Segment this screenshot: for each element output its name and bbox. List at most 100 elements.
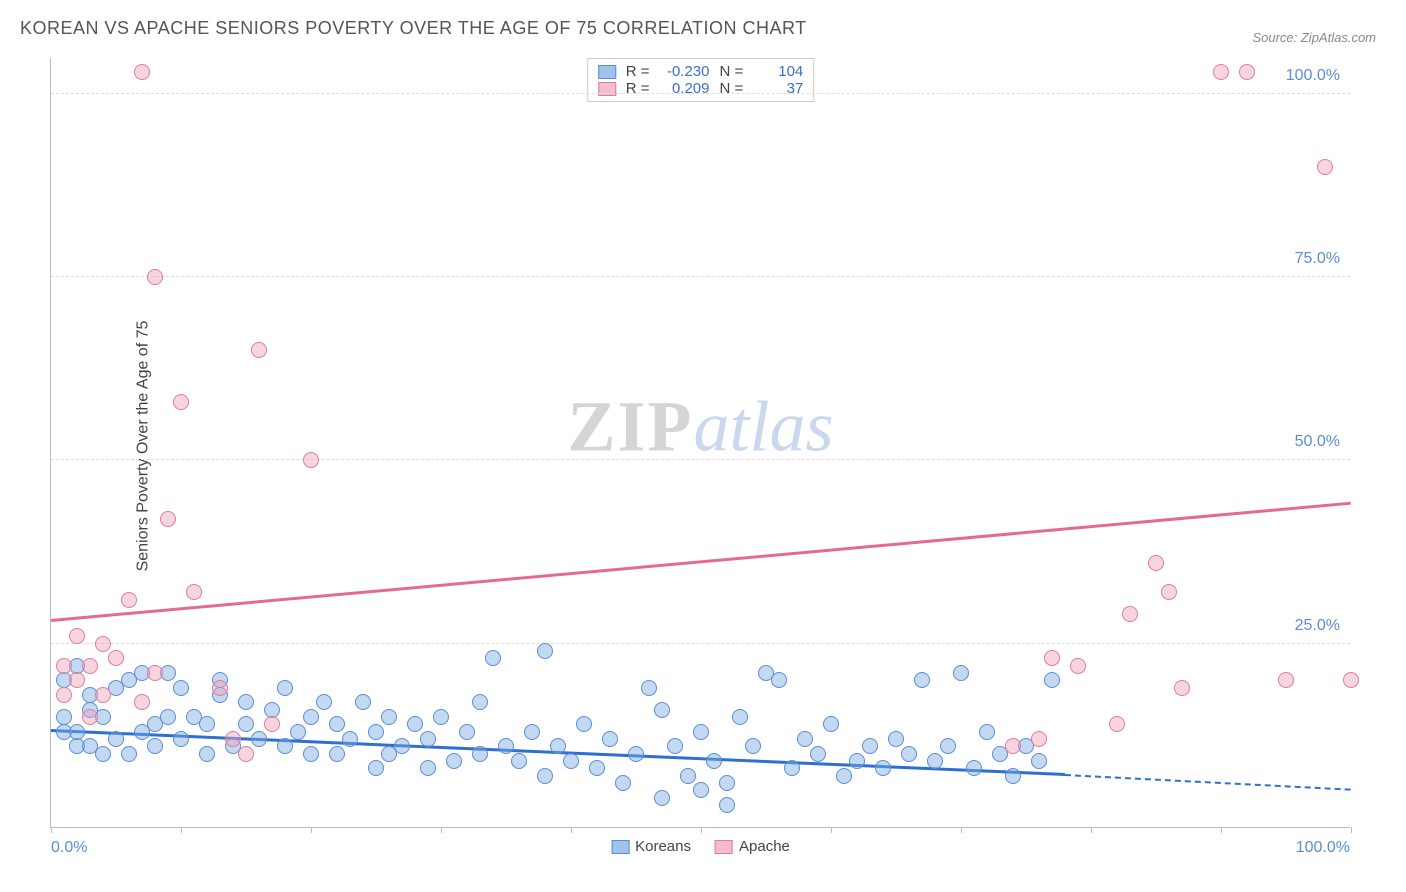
chart-title: KOREAN VS APACHE SENIORS POVERTY OVER TH… [20,18,807,39]
data-point [875,760,891,776]
data-point [654,702,670,718]
data-point [693,724,709,740]
data-point [901,746,917,762]
scatter-plot-area: ZIPatlas R = -0.230 N = 104 R = 0.209 N … [50,58,1350,828]
y-axis-tick-label: 100.0% [1286,67,1340,85]
data-point [1278,672,1294,688]
data-point [563,753,579,769]
data-point [316,694,332,710]
data-point [303,709,319,725]
data-point [147,269,163,285]
data-point [394,738,410,754]
stat-n-value-apache: 37 [753,80,803,97]
gridline-h [51,93,1350,94]
data-point [56,687,72,703]
stat-n-label: N = [720,80,744,97]
data-point [693,782,709,798]
data-point [420,731,436,747]
data-point [953,665,969,681]
data-point [862,738,878,754]
data-point [1174,680,1190,696]
data-point [1148,555,1164,571]
data-point [134,694,150,710]
x-axis-tick [1091,827,1092,833]
data-point [602,731,618,747]
correlation-stats-box: R = -0.230 N = 104 R = 0.209 N = 37 [587,58,815,102]
data-point [1044,650,1060,666]
data-point [1213,64,1229,80]
data-point [56,658,72,674]
watermark-zip: ZIP [567,387,693,467]
data-point [576,716,592,732]
x-axis-tick [441,827,442,833]
data-point [355,694,371,710]
data-point [979,724,995,740]
data-point [420,760,436,776]
x-axis-tick [701,827,702,833]
data-point [238,694,254,710]
data-point [368,760,384,776]
stat-r-label: R = [626,80,650,97]
data-point [537,643,553,659]
data-point [498,738,514,754]
data-point [1070,658,1086,674]
data-point [173,680,189,696]
data-point [199,746,215,762]
data-point [381,709,397,725]
data-point [95,636,111,652]
data-point [82,658,98,674]
stats-row-koreans: R = -0.230 N = 104 [598,63,804,80]
stat-n-value-koreans: 104 [753,63,803,80]
data-point [264,702,280,718]
data-point [433,709,449,725]
data-point [121,746,137,762]
data-point [95,746,111,762]
data-point [186,584,202,600]
data-point [771,672,787,688]
data-point [121,592,137,608]
x-axis-tick [1351,827,1352,833]
data-point [1317,159,1333,175]
data-point [888,731,904,747]
data-point [1239,64,1255,80]
data-point [95,687,111,703]
data-point [108,650,124,666]
data-point [329,746,345,762]
data-point [1005,738,1021,754]
data-point [823,716,839,732]
data-point [1031,753,1047,769]
legend-label-apache: Apache [739,838,790,855]
data-point [342,731,358,747]
data-point [485,650,501,666]
legend: Koreans Apache [611,838,790,855]
data-point [69,628,85,644]
data-point [329,716,345,732]
data-point [82,709,98,725]
data-point [290,724,306,740]
data-point [537,768,553,784]
data-point [914,672,930,688]
y-axis-tick-label: 25.0% [1295,617,1340,635]
data-point [654,790,670,806]
data-point [732,709,748,725]
data-point [550,738,566,754]
x-axis-tick [181,827,182,833]
data-point [56,709,72,725]
stat-r-value-apache: 0.209 [660,80,710,97]
data-point [511,753,527,769]
data-point [524,724,540,740]
data-point [264,716,280,732]
data-point [680,768,696,784]
data-point [797,731,813,747]
data-point [1044,672,1060,688]
y-axis-tick-label: 50.0% [1295,433,1340,451]
x-axis-tick-max: 100.0% [1296,839,1350,857]
watermark: ZIPatlas [567,386,833,469]
data-point [303,452,319,468]
x-axis-tick [571,827,572,833]
stat-r-label: R = [626,63,650,80]
data-point [134,64,150,80]
data-point [784,760,800,776]
data-point [160,709,176,725]
gridline-h [51,459,1350,460]
